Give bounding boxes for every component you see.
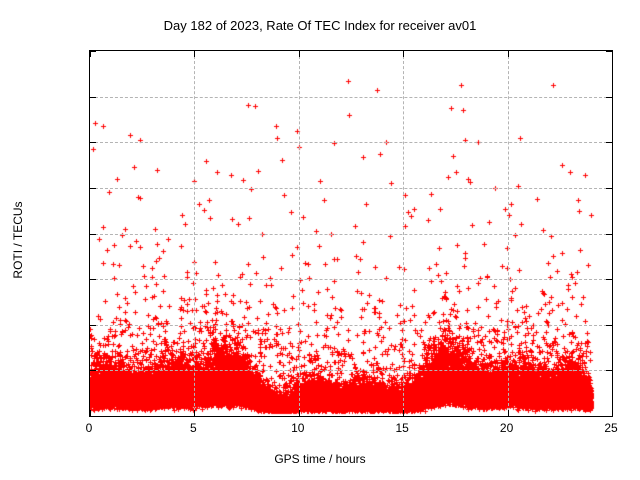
- gridline-horizontal: [90, 96, 612, 98]
- y-axis-tick: [90, 96, 96, 98]
- y-axis-tick: [90, 370, 96, 372]
- x-axis-tick: [612, 410, 613, 416]
- y-axis-title: ROTI / TECUs: [11, 201, 25, 279]
- gridline-horizontal: [90, 324, 612, 326]
- gridline-horizontal: [90, 142, 612, 144]
- plot-area: [89, 50, 613, 417]
- x-axis-tick: [194, 410, 196, 416]
- gridline-horizontal: [90, 233, 612, 235]
- x-axis-tick-label: 15: [395, 421, 409, 435]
- y-axis-tick: [606, 324, 612, 326]
- y-axis-tick: [90, 187, 96, 189]
- x-axis-tick: [90, 410, 91, 416]
- x-axis-tick: [298, 410, 300, 416]
- page-title: Day 182 of 2023, Rate Of TEC Index for r…: [163, 18, 477, 33]
- x-axis-tick-label: 5: [190, 421, 197, 435]
- x-axis-title: GPS time / hours: [274, 452, 366, 466]
- y-axis-tick: [90, 279, 96, 281]
- x-axis-tick-label: 0: [85, 421, 93, 435]
- x-axis-tick-label: 20: [499, 421, 514, 435]
- gridline-vertical: [403, 51, 405, 416]
- y-axis-tick: [90, 233, 96, 235]
- x-axis-tick-label: 10: [291, 421, 305, 435]
- x-axis-tick-label: 25: [604, 421, 618, 435]
- y-axis-tick: [606, 142, 612, 144]
- y-axis-tick: [90, 416, 96, 417]
- y-axis-tick: [606, 279, 612, 281]
- x-axis-tick: [507, 51, 509, 57]
- x-axis-tick: [298, 51, 300, 57]
- y-axis-tick: [606, 187, 612, 189]
- y-axis-tick: [90, 51, 96, 52]
- y-axis-tick: [90, 324, 96, 326]
- y-axis-tick: [606, 370, 612, 372]
- y-axis-tick: [606, 233, 612, 235]
- y-axis-tick: [606, 96, 612, 98]
- y-axis-tick: [90, 142, 96, 144]
- x-axis-tick: [507, 410, 509, 416]
- gridline-vertical: [298, 51, 300, 416]
- x-axis-tick: [403, 51, 405, 57]
- x-axis-tick: [403, 410, 405, 416]
- y-axis-tick: [606, 416, 612, 417]
- gridline-horizontal: [90, 279, 612, 281]
- gridline-horizontal: [90, 370, 612, 372]
- x-axis-tick: [90, 51, 91, 57]
- x-axis-tick: [612, 51, 613, 57]
- y-axis-tick: [606, 51, 612, 52]
- x-axis-tick: [194, 51, 196, 57]
- gridline-vertical: [507, 51, 509, 416]
- gridline-vertical: [194, 51, 196, 416]
- gridline-horizontal: [90, 187, 612, 189]
